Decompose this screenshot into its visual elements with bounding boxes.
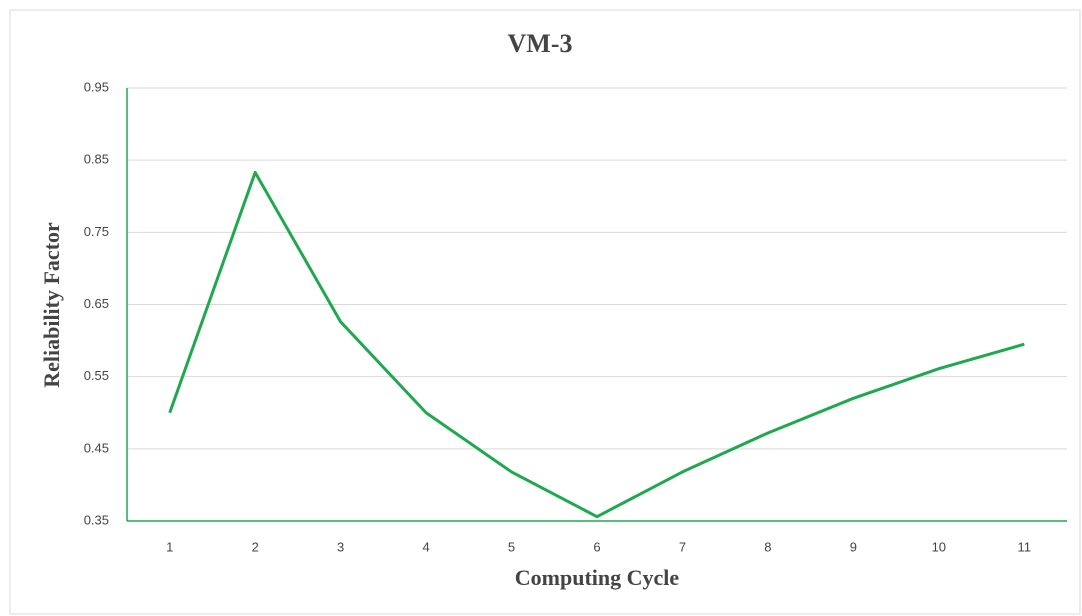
x-tick-label: 9 xyxy=(850,539,857,554)
x-tick-label: 1 xyxy=(166,539,173,554)
x-tick-label: 3 xyxy=(337,539,344,554)
y-tick-label: 0.55 xyxy=(84,368,109,383)
y-tick-label: 0.35 xyxy=(84,512,109,527)
y-tick-label: 0.75 xyxy=(84,224,109,239)
y-axis-label: Reliability Factor xyxy=(39,222,64,388)
chart-title: VM-3 xyxy=(508,29,573,58)
x-tick-label: 11 xyxy=(1018,539,1032,554)
y-tick-label: 0.85 xyxy=(84,152,109,167)
y-tick-label: 0.45 xyxy=(84,440,109,455)
y-tick-label: 0.95 xyxy=(84,79,109,94)
x-tick-label: 5 xyxy=(508,539,515,554)
x-tick-label: 6 xyxy=(593,539,600,554)
chart-frame xyxy=(9,9,1081,615)
data-line xyxy=(168,170,1025,519)
x-tick-label: 7 xyxy=(679,539,686,554)
x-tick-label: 2 xyxy=(252,539,259,554)
x-tick-label: 10 xyxy=(932,539,946,554)
x-axis-label: Computing Cycle xyxy=(515,565,680,590)
y-tick-label: 0.65 xyxy=(84,296,109,311)
x-tick-label: 4 xyxy=(422,539,429,554)
x-tick-label: 8 xyxy=(764,539,771,554)
